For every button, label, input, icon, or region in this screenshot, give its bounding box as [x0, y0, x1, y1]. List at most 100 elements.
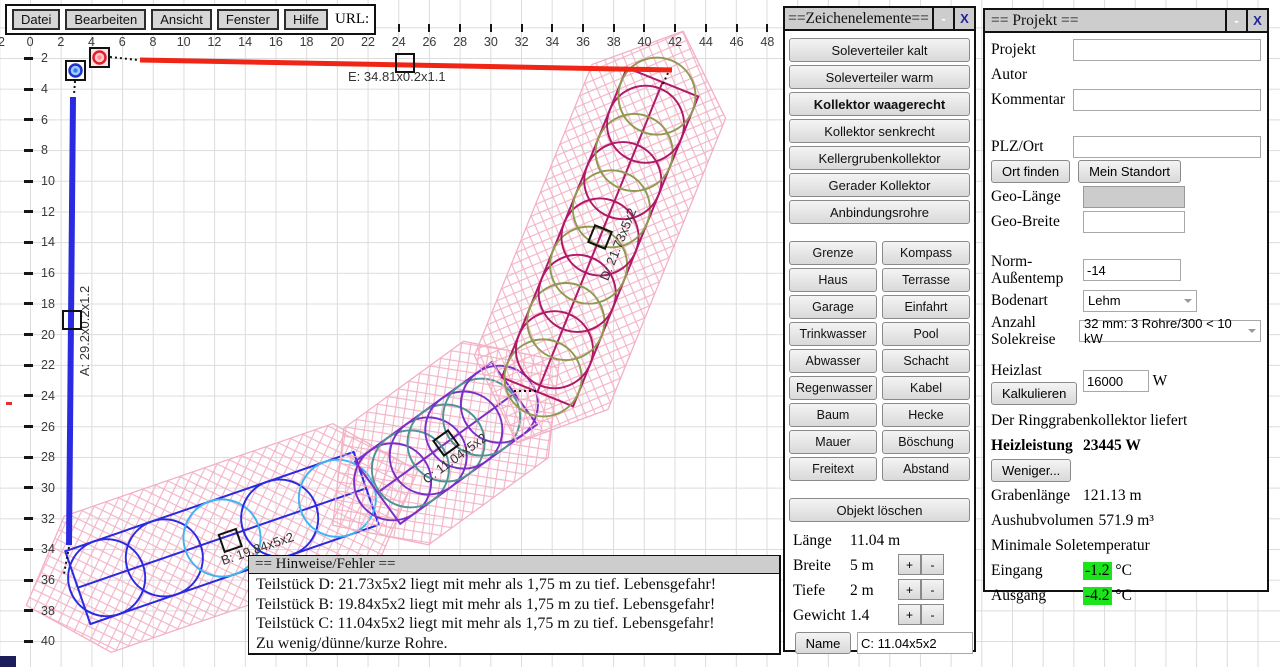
mein-standort-button[interactable]: Mein Standort [1078, 160, 1182, 183]
warning-message: Teilstück C: 11.04x5x2 liegt mit mehr al… [256, 615, 715, 632]
tools-window-titlebar[interactable]: ==Zeichenelemente== - X [785, 8, 974, 31]
bodenart-select[interactable]: Lehm [1083, 289, 1197, 312]
h-ruler-tick [612, 24, 615, 32]
close-icon[interactable]: X [1246, 10, 1267, 31]
pipe-a-cold[interactable] [66, 96, 76, 546]
tool-button[interactable]: Gerader Kollektor [789, 173, 970, 197]
object-button[interactable]: Kabel [882, 376, 970, 400]
pipe-a-label: A: 29.2x0.2x1.2 [77, 286, 92, 376]
warning-message: Teilstück B: 19.84x5x2 liegt mit mehr al… [256, 595, 716, 613]
v-ruler-mark: 18 [24, 289, 55, 320]
increment-button[interactable]: + [898, 579, 921, 600]
collector-segment-d[interactable]: D: 21.73x5x2 [450, 4, 750, 470]
soleverteiler-kalt-marker[interactable] [65, 60, 86, 81]
tools-window: ==Zeichenelemente== - X Soleverteiler ka… [783, 6, 976, 654]
menu-button[interactable]: Hilfe [283, 9, 328, 30]
object-button[interactable]: Haus [789, 268, 877, 292]
minimize-button[interactable]: - [1225, 10, 1246, 31]
decrement-button[interactable]: - [921, 579, 944, 600]
geo-laenge-input[interactable] [1083, 185, 1185, 208]
property-value: 2 m [850, 581, 874, 599]
pipe-e-handle[interactable] [395, 53, 415, 73]
h-ruler-number: 20 [330, 35, 345, 49]
collector-d-handle[interactable] [586, 223, 614, 251]
d-to-e-dotted [661, 72, 669, 87]
tool-button[interactable]: Soleverteiler warm [789, 65, 970, 89]
increment-button[interactable]: + [898, 554, 921, 575]
h-ruler-number: 40 [637, 35, 652, 49]
object-button[interactable]: Freitext [789, 457, 877, 481]
menu-button[interactable]: Datei [12, 9, 61, 30]
v-ruler-number: 4 [41, 82, 48, 97]
tool-button[interactable]: Kellergrubenkollektor [789, 146, 970, 170]
tool-button[interactable]: Kollektor senkrecht [789, 119, 970, 143]
anzahl-solekreise-select[interactable]: 32 mm: 3 Rohre/300 < 10 kW [1079, 316, 1261, 346]
tool-button[interactable]: Kollektor waagerecht [789, 92, 970, 116]
object-button[interactable]: Baum [789, 403, 877, 427]
object-button[interactable]: Regenwasser [789, 376, 877, 400]
delete-object-button[interactable]: Objekt löschen [789, 498, 970, 522]
norm-aussentemp-input[interactable] [1083, 259, 1181, 281]
h-ruler-tick [397, 24, 400, 32]
pipe-a-handle[interactable] [62, 310, 82, 330]
object-button[interactable]: Kompass [882, 241, 970, 265]
name-input[interactable] [857, 632, 973, 654]
object-button[interactable]: Pool [882, 322, 970, 346]
project-window-titlebar[interactable]: == Projekt == - X [985, 10, 1267, 33]
object-button[interactable]: Abwasser [789, 349, 877, 373]
tool-button[interactable]: Anbindungsrohre [789, 200, 970, 224]
menu-button[interactable]: Fenster [216, 9, 279, 30]
v-ruler-mark: 32 [24, 503, 55, 534]
messages-window: == Hinweise/Fehler == Teilstück D: 21.73… [248, 555, 781, 655]
object-button[interactable]: Terrasse [882, 268, 970, 292]
object-button[interactable]: Mauer [789, 430, 877, 454]
h-ruler-tick [582, 24, 585, 32]
tool-button[interactable]: Soleverteiler kalt [789, 38, 970, 62]
h-ruler-number: 0 [26, 35, 34, 49]
decrement-button[interactable]: - [921, 554, 944, 575]
v-ruler-tick [24, 363, 33, 367]
h-ruler-number: 44 [698, 35, 713, 49]
collector-d-axis [536, 81, 664, 393]
name-button[interactable]: Name [795, 632, 851, 654]
object-button[interactable]: Grenze [789, 241, 877, 265]
norm-aussentemp-label: Norm-Außentemp [991, 253, 1064, 287]
object-button[interactable]: Trinkwasser [789, 322, 877, 346]
h-ruler-tick [766, 24, 769, 32]
kalkulieren-button[interactable]: Kalkulieren [991, 382, 1078, 405]
menu-button[interactable]: Ansicht [151, 9, 212, 30]
v-ruler-mark: 10 [24, 166, 55, 197]
weniger-button[interactable]: Weniger... [991, 459, 1072, 482]
object-button[interactable]: Einfahrt [882, 295, 970, 319]
v-ruler-mark: 38 [24, 595, 55, 626]
object-button[interactable]: Hecke [882, 403, 970, 427]
kommentar-input[interactable] [1073, 88, 1261, 111]
messages-window-titlebar[interactable]: == Hinweise/Fehler == [249, 556, 779, 574]
ort-finden-button[interactable]: Ort finden [991, 160, 1071, 183]
soleverteiler-warm-marker[interactable] [89, 47, 110, 68]
geo-breite-input[interactable] [1083, 210, 1185, 233]
collector-c-loop [353, 442, 433, 522]
property-value: 11.04 m [850, 531, 901, 549]
pipe-e-warm[interactable] [139, 57, 673, 73]
collector-c-handle[interactable] [432, 429, 460, 457]
projekt-input[interactable] [1073, 38, 1261, 61]
collector-b-handle[interactable] [217, 527, 243, 554]
minimize-button[interactable]: - [932, 8, 953, 29]
close-icon[interactable]: X [953, 8, 974, 29]
object-button[interactable]: Garage [789, 295, 877, 319]
increment-button[interactable]: + [898, 604, 921, 625]
menu-button[interactable]: Bearbeiten [65, 9, 147, 30]
object-button[interactable]: Schacht [882, 349, 970, 373]
collector-segment-b[interactable]: B: 19.84x5x2 [3, 403, 441, 667]
object-button[interactable]: Böschung [882, 430, 970, 454]
h-ruler-mark: 24 [383, 24, 414, 49]
heizlast-unit: W [1152, 372, 1168, 390]
heizlast-input[interactable] [1083, 370, 1149, 392]
h-ruler-mark: -2 [0, 24, 15, 49]
plz-ort-input[interactable] [1073, 135, 1261, 158]
object-button[interactable]: Abstand [882, 457, 970, 481]
decrement-button[interactable]: - [921, 604, 944, 625]
